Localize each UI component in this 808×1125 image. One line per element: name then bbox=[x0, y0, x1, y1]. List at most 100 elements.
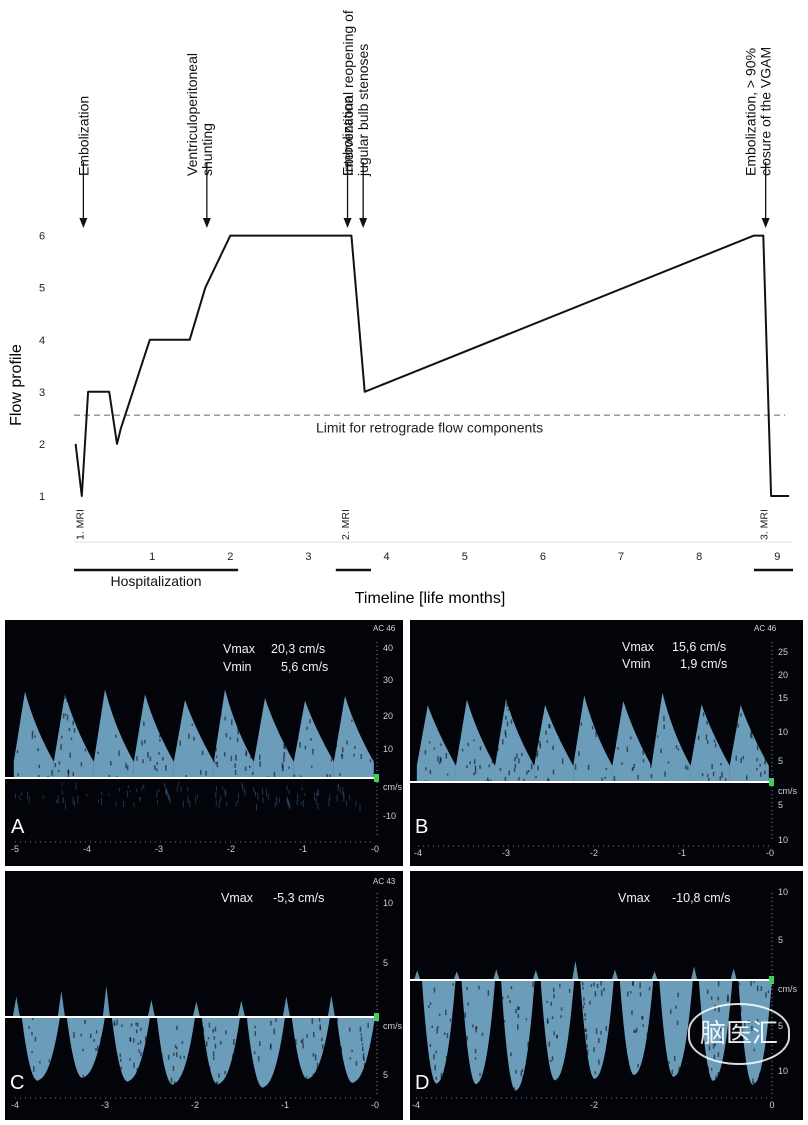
doppler-speckle bbox=[254, 1031, 256, 1036]
doppler-speckle bbox=[216, 761, 219, 768]
doppler-speckle bbox=[318, 1017, 321, 1022]
doppler-speckle bbox=[281, 769, 284, 772]
doppler-speckle bbox=[613, 730, 616, 734]
doppler-speckle bbox=[454, 749, 457, 753]
doppler-noise bbox=[304, 793, 306, 796]
doppler-noise bbox=[317, 788, 319, 797]
doppler-speckle bbox=[146, 1051, 149, 1056]
doppler-speckle bbox=[339, 773, 341, 776]
doppler-speckle bbox=[34, 735, 36, 738]
doppler-speckle bbox=[232, 1054, 234, 1059]
doppler-speckle bbox=[332, 742, 335, 749]
doppler-speckle bbox=[463, 1060, 465, 1065]
doppler-speckle bbox=[20, 1043, 22, 1048]
doppler-speckle bbox=[138, 1049, 140, 1053]
doppler-speckle bbox=[706, 740, 709, 744]
doppler-speckle bbox=[135, 1022, 137, 1026]
doppler-speckle bbox=[203, 700, 206, 706]
doppler-noise bbox=[168, 794, 170, 801]
doppler-speckle bbox=[664, 771, 666, 777]
doppler-speckle bbox=[451, 731, 454, 736]
velocity-tick-label: 30 bbox=[383, 675, 393, 685]
time-tick-label: -0 bbox=[371, 844, 379, 854]
doppler-speckle bbox=[312, 713, 315, 719]
doppler-speckle bbox=[325, 1050, 327, 1055]
doppler-speckle bbox=[202, 1027, 205, 1032]
doppler-speckle bbox=[445, 1055, 448, 1059]
doppler-speckle bbox=[611, 1035, 613, 1041]
doppler-speckle bbox=[68, 727, 71, 732]
doppler-speckle bbox=[638, 1084, 641, 1091]
y-tick-label: 1 bbox=[39, 491, 45, 503]
doppler-speckle bbox=[118, 750, 120, 756]
doppler-speckle bbox=[646, 1032, 649, 1039]
doppler-speckle bbox=[333, 697, 335, 700]
doppler-speckle bbox=[258, 700, 260, 707]
doppler-speckle bbox=[522, 1076, 524, 1080]
doppler-speckle bbox=[421, 1020, 423, 1024]
doppler-speckle bbox=[610, 1088, 612, 1093]
doppler-speckle bbox=[310, 737, 312, 741]
doppler-noise bbox=[141, 786, 143, 791]
doppler-speckle bbox=[752, 1078, 754, 1084]
time-tick-label: -3 bbox=[155, 844, 163, 854]
doppler-speckle bbox=[464, 1065, 466, 1070]
doppler-speckle bbox=[520, 1071, 522, 1077]
doppler-speckle bbox=[673, 719, 675, 725]
doppler-peak bbox=[501, 980, 535, 1091]
doppler-speckle bbox=[17, 1054, 20, 1057]
doppler-speckle bbox=[556, 704, 559, 708]
doppler-speckle bbox=[336, 704, 338, 710]
doppler-speckle bbox=[462, 1047, 464, 1053]
doppler-speckle bbox=[170, 1077, 173, 1084]
doppler-speckle bbox=[515, 1069, 517, 1074]
doppler-speckle bbox=[756, 767, 758, 771]
doppler-speckle bbox=[474, 1048, 477, 1054]
doppler-speckle bbox=[136, 1029, 138, 1034]
event-label: Embolization bbox=[75, 96, 91, 176]
doppler-speckle bbox=[156, 762, 158, 765]
doppler-noise bbox=[178, 782, 180, 786]
doppler-speckle bbox=[767, 990, 770, 993]
doppler-speckle bbox=[707, 989, 709, 994]
doppler-speckle bbox=[642, 759, 645, 763]
doppler-speckle bbox=[442, 727, 444, 733]
doppler-speckle bbox=[76, 1081, 78, 1084]
doppler-speckle bbox=[766, 698, 768, 705]
doppler-noise bbox=[157, 800, 158, 805]
doppler-speckle bbox=[532, 1013, 534, 1017]
time-tick-label: -2 bbox=[590, 1100, 598, 1110]
doppler-noise bbox=[101, 797, 102, 806]
doppler-speckle bbox=[481, 1032, 484, 1036]
doppler-speckle bbox=[437, 756, 439, 762]
doppler-speckle bbox=[121, 1024, 123, 1027]
doppler-noise bbox=[187, 787, 189, 792]
doppler-speckle bbox=[651, 748, 654, 754]
doppler-speckle bbox=[94, 700, 96, 703]
doppler-noise bbox=[63, 798, 65, 802]
doppler-speckle bbox=[726, 1063, 728, 1068]
doppler-speckle bbox=[712, 771, 715, 777]
velocity-tick-label: 5 bbox=[778, 935, 783, 945]
doppler-speckle bbox=[687, 766, 689, 770]
doppler-speckle bbox=[321, 1037, 323, 1042]
doppler-speckle bbox=[212, 1029, 214, 1033]
doppler-speckle bbox=[768, 696, 770, 702]
doppler-peak bbox=[336, 1017, 375, 1083]
doppler-speckle bbox=[114, 1050, 116, 1054]
doppler-speckle bbox=[737, 723, 739, 728]
doppler-speckle bbox=[576, 710, 579, 716]
doppler-noise bbox=[346, 800, 348, 806]
event-label: Embolization, > 90% bbox=[743, 48, 759, 176]
doppler-speckle bbox=[214, 1026, 217, 1032]
doppler-speckle bbox=[727, 994, 729, 998]
doppler-speckle bbox=[663, 724, 665, 729]
doppler-noise bbox=[286, 785, 288, 791]
doppler-speckle bbox=[53, 731, 55, 734]
doppler-noise bbox=[267, 793, 269, 801]
doppler-speckle bbox=[431, 1025, 433, 1028]
doppler-speckle bbox=[97, 1045, 99, 1051]
doppler-speckle bbox=[697, 982, 699, 988]
doppler-speckle bbox=[283, 743, 285, 749]
doppler-speckle bbox=[333, 1057, 335, 1060]
